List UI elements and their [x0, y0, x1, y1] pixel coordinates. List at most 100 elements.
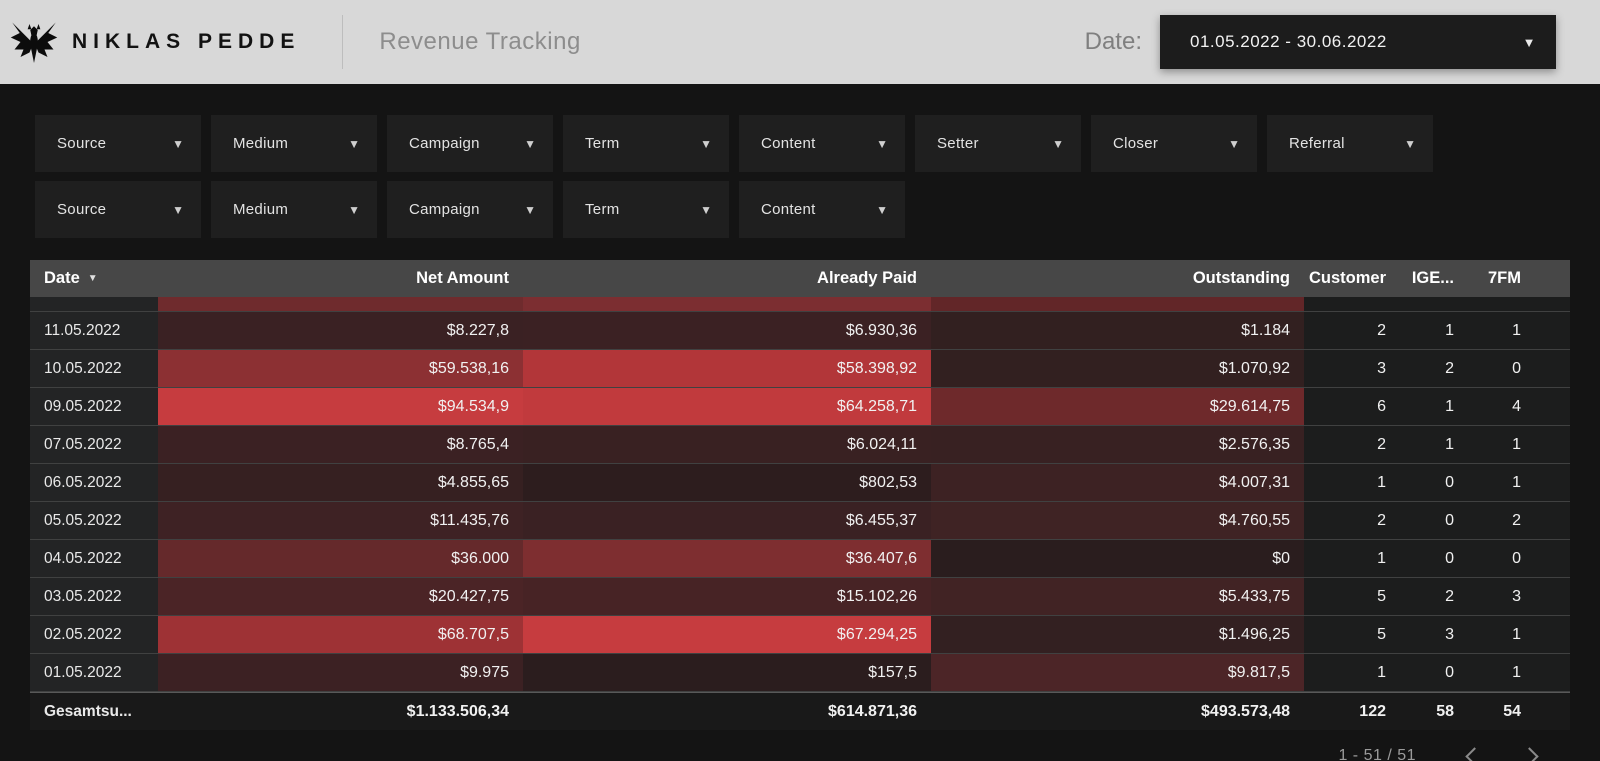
filter-term[interactable]: Term ▼ [563, 115, 729, 172]
row-7fm: 0 [1512, 359, 1521, 377]
filter-label: Content [761, 135, 816, 152]
row-customer: 1 [1377, 549, 1386, 567]
row-net-amount: $11.435,76 [158, 502, 523, 539]
filter-label: Source [57, 201, 107, 218]
table-header: Date ▼ Net Amount Already Paid Outstandi… [30, 260, 1570, 297]
row-net-amount: $36.000 [158, 540, 523, 577]
row-date: 10.05.2022 [30, 350, 158, 387]
table-row-partial[interactable] [30, 297, 1570, 312]
row-7fm: 1 [1512, 473, 1521, 491]
table-row[interactable]: 04.05.2022 $36.000 $36.407,6 $0 1 0 0 [30, 540, 1570, 578]
table-row[interactable]: 07.05.2022 $8.765,4 $6.024,11 $2.576,35 … [30, 426, 1570, 464]
row-already-paid [523, 297, 931, 311]
row-customer: 2 [1377, 511, 1386, 529]
row-net-amount [158, 297, 523, 311]
filter-content[interactable]: Content ▼ [739, 115, 905, 172]
chevron-down-icon: ▼ [876, 136, 888, 151]
filter-term[interactable]: Term ▼ [563, 181, 729, 238]
total-7fm: 54 [1503, 702, 1521, 720]
row-already-paid: $6.930,36 [523, 312, 931, 349]
row-outstanding: $5.433,75 [931, 578, 1304, 615]
column-header-date-label: Date [44, 269, 80, 287]
chevron-right-icon[interactable] [1520, 746, 1539, 761]
row-customer [1304, 297, 1400, 311]
row-7fm [1468, 297, 1535, 311]
chevron-down-icon: ▼ [348, 136, 360, 151]
chevron-down-icon: ▼ [876, 202, 888, 217]
table-row[interactable]: 05.05.2022 $11.435,76 $6.455,37 $4.760,5… [30, 502, 1570, 540]
row-outstanding: $2.576,35 [931, 426, 1304, 463]
row-customer: 1 [1377, 663, 1386, 681]
brand-name: NIKLAS PEDDE [72, 30, 301, 53]
pagination: 1 - 51 / 51 [30, 736, 1570, 761]
row-date: 06.05.2022 [30, 464, 158, 501]
row-date: 05.05.2022 [30, 502, 158, 539]
filter-medium[interactable]: Medium ▼ [211, 115, 377, 172]
pagination-range: 1 - 51 / 51 [1338, 747, 1416, 761]
row-outstanding: $1.070,92 [931, 350, 1304, 387]
filter-label: Closer [1113, 135, 1159, 152]
row-already-paid: $67.294,25 [523, 616, 931, 653]
row-outstanding: $4.007,31 [931, 464, 1304, 501]
row-ige: 1 [1445, 397, 1454, 415]
row-customer: 5 [1377, 587, 1386, 605]
row-7fm: 3 [1512, 587, 1521, 605]
filter-setter[interactable]: Setter ▼ [915, 115, 1081, 172]
table-row[interactable]: 09.05.2022 $94.534,9 $64.258,71 $29.614,… [30, 388, 1570, 426]
row-date: 03.05.2022 [30, 578, 158, 615]
row-7fm: 1 [1512, 625, 1521, 643]
column-header-7fm[interactable]: 7FM [1488, 269, 1521, 287]
filter-referral[interactable]: Referral ▼ [1267, 115, 1433, 172]
column-header-customer[interactable]: Customer [1308, 269, 1386, 287]
table-row[interactable]: 10.05.2022 $59.538,16 $58.398,92 $1.070,… [30, 350, 1570, 388]
filter-medium[interactable]: Medium ▼ [211, 181, 377, 238]
table-row[interactable]: 02.05.2022 $68.707,5 $67.294,25 $1.496,2… [30, 616, 1570, 654]
row-7fm: 1 [1512, 321, 1521, 339]
row-already-paid: $64.258,71 [523, 388, 931, 425]
filter-content[interactable]: Content ▼ [739, 181, 905, 238]
total-already-paid: $614.871,36 [828, 702, 917, 720]
filter-campaign[interactable]: Campaign ▼ [387, 181, 553, 238]
chevron-down-icon: ▼ [700, 202, 712, 217]
chevron-down-icon: ▼ [172, 202, 184, 217]
filter-label: Medium [233, 201, 289, 218]
column-header-date[interactable]: Date ▼ [30, 260, 158, 297]
filter-row-2: Source ▼ Medium ▼ Campaign ▼ Term ▼ Cont… [35, 181, 1600, 238]
table-total-row: Gesamtsu... $1.133.506,34 $614.871,36 $4… [30, 692, 1570, 730]
filter-label: Campaign [409, 201, 480, 218]
table-row[interactable]: 11.05.2022 $8.227,8 $6.930,36 $1.184 2 1… [30, 312, 1570, 350]
table-row[interactable]: 01.05.2022 $9.975 $157,5 $9.817,5 1 0 1 [30, 654, 1570, 692]
chevron-down-icon: ▼ [700, 136, 712, 151]
row-ige: 0 [1445, 511, 1454, 529]
column-header-net-amount[interactable]: Net Amount [416, 269, 509, 287]
row-net-amount: $8.227,8 [158, 312, 523, 349]
row-7fm: 4 [1512, 397, 1521, 415]
row-ige: 1 [1445, 435, 1454, 453]
filter-source[interactable]: Source ▼ [35, 115, 201, 172]
row-net-amount: $8.765,4 [158, 426, 523, 463]
filter-source[interactable]: Source ▼ [35, 181, 201, 238]
chevron-left-icon[interactable] [1465, 746, 1484, 761]
column-header-already-paid[interactable]: Already Paid [817, 269, 917, 287]
filter-closer[interactable]: Closer ▼ [1091, 115, 1257, 172]
row-date: 09.05.2022 [30, 388, 158, 425]
row-net-amount: $4.855,65 [158, 464, 523, 501]
row-7fm: 2 [1512, 511, 1521, 529]
row-date: 01.05.2022 [30, 654, 158, 691]
row-already-paid: $6.455,37 [523, 502, 931, 539]
date-range-select[interactable]: 01.05.2022 - 30.06.2022 ▼ [1160, 15, 1556, 69]
filter-label: Referral [1289, 135, 1345, 152]
date-filter-label: Date: [1084, 28, 1142, 55]
table-row[interactable]: 06.05.2022 $4.855,65 $802,53 $4.007,31 1… [30, 464, 1570, 502]
row-net-amount: $94.534,9 [158, 388, 523, 425]
row-customer: 5 [1377, 625, 1386, 643]
row-ige: 0 [1445, 549, 1454, 567]
filter-label: Setter [937, 135, 979, 152]
table-row[interactable]: 03.05.2022 $20.427,75 $15.102,26 $5.433,… [30, 578, 1570, 616]
filter-campaign[interactable]: Campaign ▼ [387, 115, 553, 172]
column-header-ige[interactable]: IGE... [1411, 269, 1454, 287]
row-7fm: 1 [1512, 435, 1521, 453]
row-ige: 1 [1445, 321, 1454, 339]
column-header-outstanding[interactable]: Outstanding [1192, 269, 1290, 287]
